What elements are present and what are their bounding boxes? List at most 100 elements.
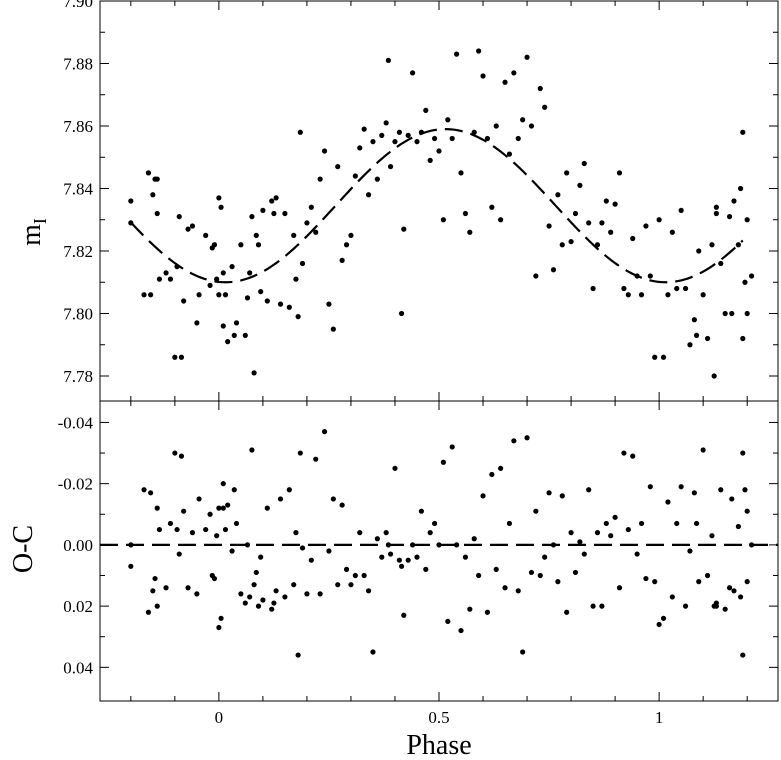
- top-data-point: [220, 270, 226, 276]
- bottom-data-point: [568, 530, 574, 536]
- top-data-point: [233, 320, 240, 326]
- top-data-point: [599, 220, 605, 226]
- top-data-point: [550, 267, 557, 273]
- bottom-data-point: [178, 453, 185, 459]
- bottom-data-point: [291, 582, 297, 588]
- bottom-data-point: [172, 450, 178, 456]
- top-data-point: [150, 192, 156, 198]
- top-data-point: [277, 301, 284, 307]
- top-data-point: [704, 335, 711, 342]
- top-data-point: [700, 292, 706, 298]
- bottom-data-point: [643, 575, 649, 582]
- bottom-data-point: [590, 603, 596, 609]
- top-data-point: [742, 279, 748, 285]
- bottom-data-point: [621, 450, 627, 456]
- bottom-data-point: [222, 526, 229, 533]
- top-data-point: [225, 339, 231, 345]
- top-data-point: [515, 135, 521, 142]
- top-data-point: [156, 276, 163, 282]
- bottom-data-point: [401, 612, 407, 618]
- top-y-tick-label: 7.86: [63, 117, 93, 136]
- top-data-point: [616, 170, 623, 176]
- top-data-point: [638, 292, 645, 298]
- top-data-point: [581, 160, 587, 167]
- top-data-point: [211, 242, 218, 248]
- top-data-point: [220, 323, 226, 329]
- top-data-point: [396, 129, 402, 135]
- bottom-data-point: [174, 526, 180, 533]
- bottom-data-point: [185, 585, 191, 591]
- top-y-ticks: 7.78 7.80 7.82 7.84 7.86 7.88 7.90: [63, 0, 778, 386]
- top-data-point: [194, 320, 200, 326]
- top-data-point: [711, 373, 717, 379]
- top-data-point: [480, 73, 486, 79]
- bottom-data-point: [625, 526, 631, 533]
- bottom-panel: -0.04-0.020.000.020.04 0 0.5 1 O-C: [8, 400, 779, 727]
- top-data-point: [401, 226, 407, 232]
- bottom-y-ticks: -0.04 -0.02 0.00 0.02 0.04: [58, 413, 778, 677]
- bottom-data-point: [273, 588, 279, 594]
- top-data-point: [726, 214, 733, 220]
- bottom-data-point: [528, 569, 535, 576]
- bottom-data-point: [506, 520, 513, 527]
- top-data-point: [471, 129, 477, 135]
- top-data-point: [405, 132, 411, 138]
- top-data-point: [249, 214, 255, 220]
- top-y-tick-label: 7.90: [63, 0, 93, 11]
- bottom-data-point: [603, 520, 609, 527]
- top-data-point: [493, 123, 499, 129]
- bottom-data-point: [196, 496, 202, 502]
- x-tick-label: 0.5: [428, 708, 449, 727]
- top-data-point: [693, 332, 700, 338]
- top-data-point: [660, 354, 667, 360]
- top-data-point: [498, 217, 504, 223]
- bottom-data-point: [691, 490, 697, 496]
- top-data-point: [216, 292, 222, 298]
- bottom-data-point: [744, 508, 750, 514]
- top-data-point: [713, 210, 719, 217]
- x-tick-label: 1: [655, 708, 664, 727]
- bottom-data-point: [207, 511, 213, 517]
- bottom-data-point: [484, 609, 491, 615]
- top-data-point: [370, 139, 376, 145]
- bottom-data-point: [216, 505, 222, 511]
- bottom-data-point: [317, 591, 323, 597]
- top-data-point: [141, 292, 147, 298]
- top-data-point: [647, 273, 653, 279]
- bottom-data-point: [247, 594, 253, 600]
- top-data-point: [339, 257, 345, 263]
- bottom-data-point: [748, 542, 755, 548]
- top-data-point: [740, 335, 746, 342]
- bottom-data-point: [352, 572, 358, 579]
- top-data-point: [454, 51, 460, 57]
- top-y-axis-label: mI: [16, 218, 50, 246]
- bottom-data-point: [577, 539, 583, 545]
- top-data-point: [537, 85, 543, 92]
- bottom-data-point: [220, 505, 226, 511]
- top-data-point: [709, 242, 715, 248]
- top-data-point: [357, 145, 363, 151]
- bottom-data-point: [154, 603, 160, 609]
- top-data-point: [603, 198, 609, 204]
- top-data-point: [744, 310, 750, 317]
- top-data-point: [608, 229, 614, 235]
- bottom-data-point: [326, 548, 332, 554]
- top-data-point: [713, 204, 719, 210]
- top-panel: 7.78 7.80 7.82 7.84 7.86 7.88 7.90 mI: [16, 0, 779, 402]
- bottom-data-point: [163, 585, 169, 591]
- bottom-x-ticks: 0 0.5 1: [130, 401, 748, 727]
- top-data-point: [696, 248, 702, 254]
- bottom-data-point: [396, 557, 402, 563]
- top-data-point: [251, 370, 257, 376]
- bottom-data-point: [634, 551, 640, 557]
- bottom-data-point: [244, 542, 251, 548]
- top-data-point: [568, 239, 574, 245]
- bottom-data-point: [242, 600, 248, 606]
- top-data-point: [546, 223, 552, 229]
- bottom-data-point: [454, 542, 460, 548]
- bottom-data-point: [414, 554, 420, 560]
- top-data-point: [737, 185, 744, 192]
- bottom-data-point: [392, 465, 398, 471]
- bottom-data-point: [286, 487, 292, 493]
